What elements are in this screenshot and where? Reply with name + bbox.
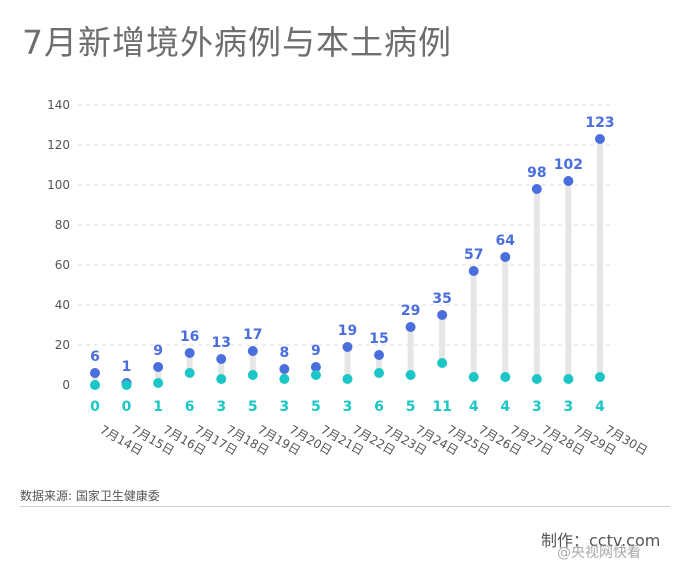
y-tick-label: 120: [47, 138, 70, 152]
imported-point: [405, 322, 416, 332]
local-point: [342, 374, 353, 384]
imported-value-label: 123: [585, 115, 614, 131]
imported-value-label: 102: [554, 157, 583, 173]
imported-value-label: 29: [401, 303, 420, 319]
imported-point: [594, 134, 605, 144]
imported-value-label: 16: [180, 329, 199, 345]
y-tick-label: 20: [55, 338, 70, 352]
imported-point: [279, 364, 290, 374]
imported-point: [90, 368, 100, 378]
local-point: [468, 372, 479, 382]
grid-lines: [78, 104, 615, 346]
imported-value-label: 1: [122, 359, 132, 375]
data-source-note: 数据来源: 国家卫生健康委: [20, 489, 160, 503]
local-value-label: 4: [595, 399, 605, 415]
local-point: [90, 380, 100, 390]
local-point: [563, 374, 574, 384]
local-value-label: 11: [432, 399, 451, 415]
y-tick-label: 60: [55, 258, 70, 272]
local-point: [247, 370, 258, 380]
watermark-text: @央视网快看: [557, 545, 641, 561]
imported-point: [153, 362, 164, 372]
local-value-label: 0: [90, 399, 100, 415]
imported-value-label: 6: [90, 349, 100, 365]
imported-value-label: 13: [211, 335, 230, 351]
local-point: [121, 380, 132, 390]
imported-point: [531, 184, 542, 194]
imported-value-label: 8: [279, 345, 289, 361]
y-tick-label: 0: [62, 378, 70, 392]
imported-value-label: 35: [432, 291, 451, 307]
imported-point: [500, 252, 511, 262]
imported-value-label: 17: [243, 327, 262, 343]
local-point: [531, 374, 542, 384]
y-tick-label: 140: [47, 98, 70, 112]
local-point: [184, 368, 195, 378]
y-axis-ticks: 0 20 40 60 80 100 120 140: [47, 98, 70, 392]
local-series: 0 0 1 6 3 5 3 5 3 6 5 11 4 4 3 3 4: [90, 358, 605, 415]
local-point: [310, 370, 321, 380]
local-value-label: 6: [185, 399, 195, 415]
local-value-label: 3: [564, 399, 574, 415]
y-tick-label: 80: [55, 218, 70, 232]
imported-value-label: 9: [153, 343, 163, 359]
credit-text: 制作：cctv.com: [541, 531, 661, 550]
y-tick-label: 100: [47, 178, 70, 192]
local-value-label: 6: [374, 399, 384, 415]
local-value-label: 4: [469, 399, 479, 415]
local-point: [216, 374, 227, 384]
imported-point: [374, 350, 385, 360]
local-value-label: 3: [343, 399, 353, 415]
local-point: [405, 370, 416, 380]
imported-point: [468, 266, 479, 276]
imported-point: [184, 348, 195, 358]
chart-title: 7月新增境外病例与本土病例: [22, 23, 452, 62]
local-value-label: 3: [532, 399, 542, 415]
imported-point: [342, 342, 353, 352]
y-tick-label: 40: [55, 298, 70, 312]
local-point: [594, 372, 605, 382]
local-point: [500, 372, 511, 382]
local-value-label: 3: [279, 399, 289, 415]
imported-value-label: 15: [369, 331, 388, 347]
x-axis-ticks: 7月14日7月15日7月16日7月17日7月18日7月19日7月20日7月21日…: [98, 422, 651, 458]
local-value-label: 4: [500, 399, 510, 415]
local-value-label: 0: [122, 399, 132, 415]
imported-value-label: 19: [338, 323, 357, 339]
imported-value-label: 64: [496, 233, 516, 249]
local-value-label: 3: [216, 399, 226, 415]
imported-point: [216, 354, 227, 364]
imported-point: [247, 346, 258, 356]
local-value-label: 1: [153, 399, 163, 415]
source-divider: [20, 506, 670, 507]
imported-point: [563, 176, 574, 186]
local-point: [153, 378, 164, 388]
imported-value-label: 98: [527, 165, 546, 181]
local-point: [374, 368, 385, 378]
local-point: [279, 374, 290, 384]
local-point: [437, 358, 448, 368]
local-value-label: 5: [406, 399, 416, 415]
imported-value-label: 9: [311, 343, 321, 359]
local-value-label: 5: [311, 399, 321, 415]
imported-point: [437, 310, 448, 320]
local-value-label: 5: [248, 399, 258, 415]
imported-point: [310, 362, 321, 372]
imported-value-label: 57: [464, 247, 483, 263]
